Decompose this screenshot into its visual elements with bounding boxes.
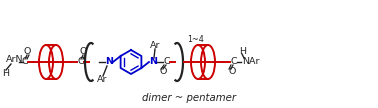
Text: O: O xyxy=(228,68,236,76)
Text: C: C xyxy=(78,57,84,67)
Text: C: C xyxy=(231,57,237,67)
Text: dimer ~ pentamer: dimer ~ pentamer xyxy=(142,93,236,103)
Text: Ar: Ar xyxy=(97,75,107,84)
Text: N: N xyxy=(149,57,157,67)
Text: H: H xyxy=(3,68,9,78)
Text: N: N xyxy=(105,57,113,67)
Text: C: C xyxy=(164,57,170,67)
Text: ArN: ArN xyxy=(6,56,23,64)
Text: C: C xyxy=(22,57,28,67)
Text: 1~4: 1~4 xyxy=(187,34,204,44)
Text: O: O xyxy=(79,48,87,56)
Text: O: O xyxy=(159,68,167,76)
Text: H: H xyxy=(240,47,246,56)
Text: Ar: Ar xyxy=(150,40,160,49)
Text: NAr: NAr xyxy=(242,57,260,67)
Text: O: O xyxy=(23,48,31,56)
